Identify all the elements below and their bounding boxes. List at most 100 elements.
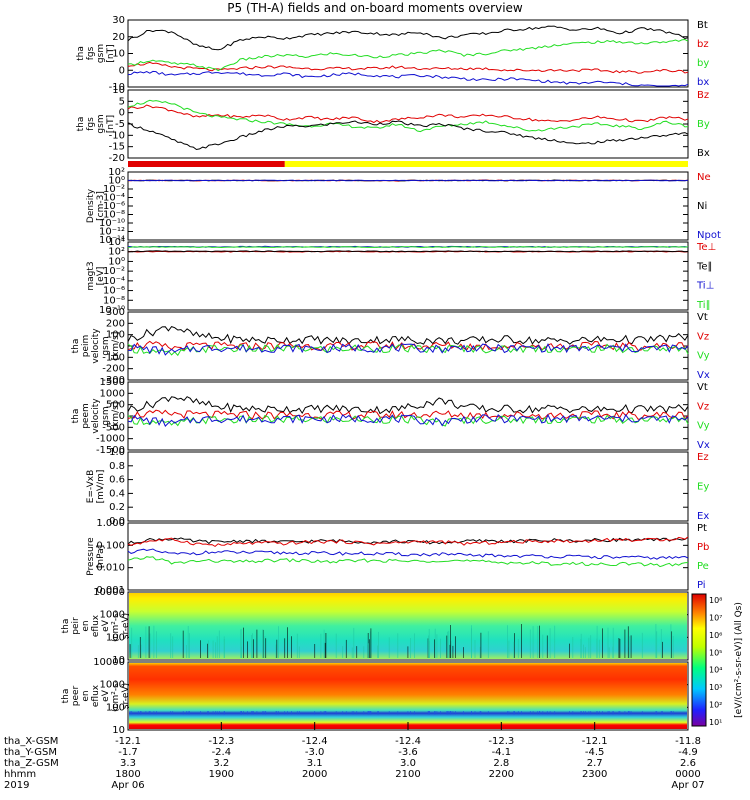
panel-peir: 10000 1000 100 10 tha peir en eflux eV (cm²-s-sr-… bbox=[61, 587, 689, 666]
colorbar-tick: 10⁷ bbox=[709, 613, 722, 622]
ylabel-fgs2: tha fgs gsm [nT] bbox=[76, 114, 116, 133]
ytick-label: 10000 bbox=[93, 587, 125, 598]
ylabel-line: (cm²-s- bbox=[111, 610, 121, 642]
legend-Vx: Vx bbox=[697, 370, 710, 381]
ylabel-line: gsm bbox=[101, 336, 111, 355]
xtick-label: -3.6 bbox=[398, 747, 418, 758]
colorbar-tick: 10⁶ bbox=[709, 631, 722, 640]
legend-Vy: Vy bbox=[697, 421, 710, 432]
ytick-label: 10⁰ bbox=[108, 176, 125, 187]
legend-Vz: Vz bbox=[697, 401, 709, 412]
series-line-Vy bbox=[127, 414, 689, 427]
ytick-label: 200 bbox=[106, 318, 125, 329]
ylabel-line: [nPa] bbox=[96, 545, 106, 568]
series-line-by bbox=[127, 38, 689, 72]
ytick-label: 1500 bbox=[100, 377, 125, 388]
xtick-label: 2300 bbox=[582, 769, 607, 780]
legend-Ni: Ni bbox=[697, 201, 707, 212]
ytick-label: 10⁻⁸ bbox=[103, 295, 125, 306]
ylabel-peir: tha peir en eflux eV (cm²-s-sr-eV) bbox=[61, 610, 131, 642]
ytick-label: 10⁻¹⁰ bbox=[99, 305, 125, 316]
legend-Vt: Vt bbox=[697, 312, 708, 323]
xtick-label: -4.9 bbox=[678, 747, 698, 758]
panel-frame-temp bbox=[127, 241, 689, 311]
legend-Vy: Vy bbox=[697, 351, 710, 362]
xtick-label: 2.7 bbox=[587, 758, 603, 769]
xtick-label: -2.4 bbox=[212, 747, 232, 758]
series-line-Vz bbox=[127, 340, 689, 352]
colorbar-tick: 10¹ bbox=[709, 718, 722, 727]
ytick-label: -5 bbox=[115, 119, 125, 130]
legend-bx: bx bbox=[697, 77, 709, 88]
xtick-label: 0000 bbox=[675, 769, 700, 780]
ylabel-line: (cm²-s- bbox=[111, 680, 121, 712]
panel-peer: 10000 1000 100 10 tha peer en eflux eV (cm²-s-sr-… bbox=[61, 657, 689, 736]
colorbar-tick: 10⁸ bbox=[709, 596, 722, 605]
ytick-label: -200 bbox=[102, 364, 125, 375]
ylabel-line: gsm bbox=[96, 44, 106, 63]
xtick-label: 2100 bbox=[395, 769, 420, 780]
ytick-label: 10² bbox=[108, 167, 125, 178]
xtick-label: 3.0 bbox=[400, 758, 416, 769]
xaxis-row-label: hhmm bbox=[4, 769, 36, 780]
legend-Te∥: Te∥ bbox=[696, 261, 713, 272]
ytick-label: -10 bbox=[109, 82, 125, 93]
series-line-Bt bbox=[127, 25, 689, 51]
xaxis-row-label: tha_X-GSM bbox=[4, 736, 58, 747]
xtick-label: -12.1 bbox=[115, 736, 141, 747]
ylabel-peim: tha peim velocity gsm [km/s] bbox=[71, 328, 121, 364]
series-line-Vx bbox=[127, 342, 689, 356]
ytick-label: 10⁻⁸ bbox=[103, 210, 125, 221]
ylabel-line: [mV/m] bbox=[96, 470, 106, 504]
xtick-label: -3.0 bbox=[305, 747, 325, 758]
ylabel-peer: tha peer en eflux eV (cm²-s-sr-eV) bbox=[61, 680, 131, 712]
ytick-label: 0 bbox=[119, 341, 125, 352]
ylabel-line: peir bbox=[71, 617, 81, 635]
ylabel-line: gsm bbox=[96, 114, 106, 133]
panel-efield: 1.0 0.8 0.6 0.4 0.2 0.0 E=-VxB [mV/m] Ez Ey Ex bbox=[86, 447, 709, 527]
ytick-label: -100 bbox=[102, 352, 125, 363]
colorbar bbox=[691, 593, 707, 727]
series-line-Pi bbox=[127, 548, 689, 560]
ytick-label: 10⁻⁴ bbox=[103, 276, 125, 287]
ytick-label: 10 bbox=[112, 49, 125, 60]
xtick-label: Apr 07 bbox=[671, 780, 704, 791]
colorbar-tick: 10² bbox=[709, 701, 722, 710]
legend-Pe: Pe bbox=[697, 561, 709, 572]
panel-frame-peir bbox=[127, 591, 689, 661]
ylabel-line: sr-eV) bbox=[121, 613, 131, 639]
ytick-label: 10² bbox=[108, 247, 125, 258]
ylabel-line: Pressure bbox=[86, 537, 96, 576]
ytick-label: 0.010 bbox=[96, 563, 125, 574]
ylabel-efield: E=-VxB [mV/m] bbox=[86, 470, 106, 504]
colorbar-label: [eV/(cm²-s-sr-eV)] (All Qs) bbox=[734, 602, 744, 718]
ytick-label: 500 bbox=[106, 400, 125, 411]
ylabel-line: en bbox=[81, 690, 91, 701]
ylabel-line: sr-eV) bbox=[121, 683, 131, 709]
xtick-label: 1800 bbox=[115, 769, 140, 780]
ylabel-line: eV bbox=[101, 619, 111, 632]
ytick-label: 1.000 bbox=[96, 518, 125, 529]
ytick-label: 10 bbox=[112, 85, 125, 96]
series-line-Vt bbox=[127, 396, 689, 415]
legend-Ey: Ey bbox=[697, 482, 709, 493]
ytick-label: 100 bbox=[106, 330, 125, 341]
xtick-label: -4.1 bbox=[492, 747, 512, 758]
xaxis-row-label: tha_Z-GSM bbox=[4, 758, 59, 769]
ytick-label: 10⁻¹⁴ bbox=[99, 235, 125, 246]
legend-Ex: Ex bbox=[697, 511, 709, 522]
ylabel-fgs1: tha fgs gsm [nT] bbox=[76, 44, 116, 63]
ylabel-line: tha bbox=[71, 339, 81, 354]
series-line-Vt bbox=[127, 326, 689, 345]
series-line-Pe bbox=[127, 556, 689, 568]
colorbar-tick: 10³ bbox=[709, 683, 722, 692]
ylabel-line: eflux bbox=[91, 614, 101, 637]
series-line-Pt bbox=[127, 536, 689, 545]
ytick-label: 10⁻² bbox=[103, 266, 125, 277]
ytick-label: 300 bbox=[106, 307, 125, 318]
ylabel-line: velocity bbox=[91, 328, 101, 364]
panel-frame-efield bbox=[127, 451, 689, 522]
ytick-label: 1.0 bbox=[109, 447, 125, 458]
legend-Pi: Pi bbox=[697, 580, 706, 591]
